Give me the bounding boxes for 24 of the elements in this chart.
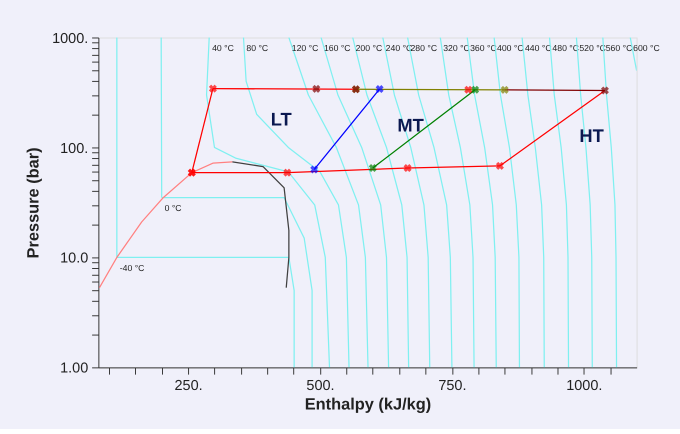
series-label: 600 °C	[633, 43, 660, 54]
x-tick-label: 500.	[306, 378, 335, 394]
x-axis-title: Enthalpy (kJ/kg)	[304, 395, 432, 414]
annotation: HT	[579, 125, 604, 146]
series-label: 560 °C	[606, 43, 632, 54]
series-label: 0 °C	[164, 203, 182, 214]
y-tick-label: 100.	[60, 140, 88, 157]
x-tick-label: 750.	[438, 378, 466, 394]
y-axis-title: Pressure (bar)	[24, 147, 43, 258]
series-label: 40 °C	[212, 43, 234, 54]
series-label: 80 °C	[246, 43, 268, 54]
series-label: 200 °C	[356, 43, 382, 54]
series-label: -40 °C	[120, 262, 144, 273]
y-tick-label: 1.00	[60, 360, 88, 377]
annotation: LT	[270, 108, 292, 130]
y-tick-label: 1000.	[52, 30, 88, 47]
series-label: 400 °C	[497, 43, 524, 54]
series-label: 280 °C	[410, 43, 438, 54]
series-label: 120 °C	[292, 43, 318, 54]
y-tick-label: 10.0	[60, 250, 88, 267]
x-tick-label: 250.	[174, 378, 203, 394]
series-label: 160 °C	[324, 43, 351, 54]
annotation: MT	[397, 114, 424, 136]
x-tick-label: 1000.	[566, 378, 602, 394]
